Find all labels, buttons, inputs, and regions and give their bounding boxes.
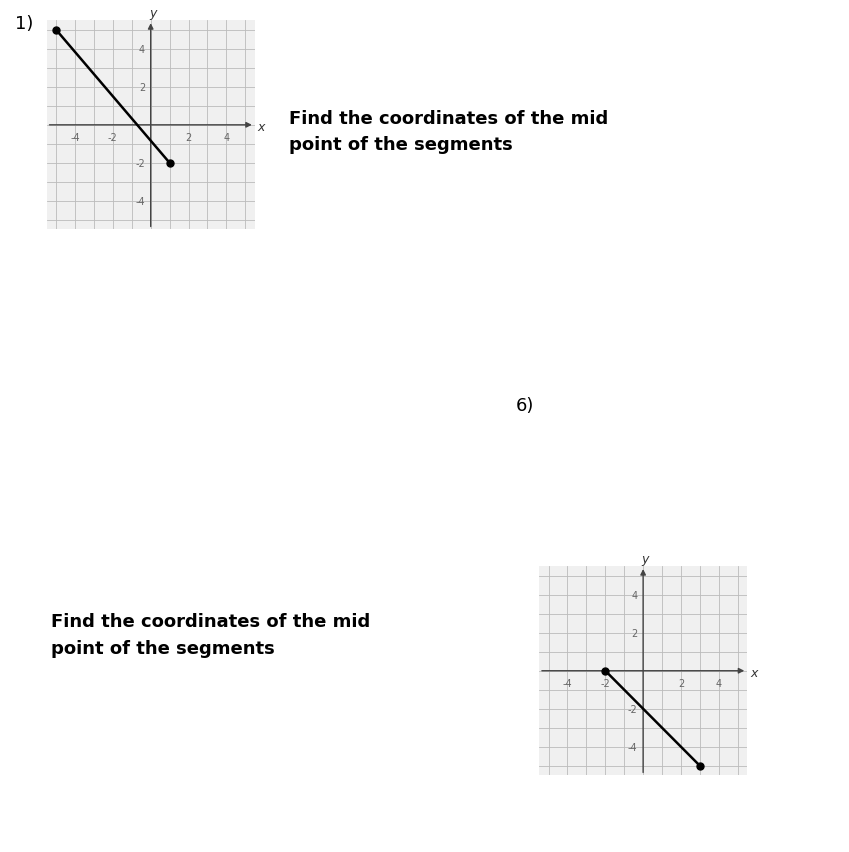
Text: 2: 2 xyxy=(678,678,684,688)
Text: -2: -2 xyxy=(627,704,638,714)
Text: -2: -2 xyxy=(108,133,118,143)
Text: 4: 4 xyxy=(716,678,722,688)
Text: 6): 6) xyxy=(516,396,535,414)
Text: -2: -2 xyxy=(600,678,610,688)
Text: 2: 2 xyxy=(631,628,638,638)
Text: y: y xyxy=(149,8,157,20)
Text: Find the coordinates of the mid
point of the segments: Find the coordinates of the mid point of… xyxy=(51,613,370,657)
Text: -4: -4 xyxy=(70,133,80,143)
Text: y: y xyxy=(642,553,649,566)
Text: -2: -2 xyxy=(135,158,145,169)
Text: 2: 2 xyxy=(185,133,192,143)
Text: 1): 1) xyxy=(15,15,34,33)
Text: 2: 2 xyxy=(138,83,145,93)
Text: 4: 4 xyxy=(632,590,638,600)
Text: x: x xyxy=(257,121,265,134)
Text: 4: 4 xyxy=(139,45,145,55)
Text: 4: 4 xyxy=(223,133,229,143)
Text: Find the coordinates of the mid
point of the segments: Find the coordinates of the mid point of… xyxy=(289,110,608,154)
Text: -4: -4 xyxy=(563,678,572,688)
Text: -4: -4 xyxy=(627,742,638,751)
Text: x: x xyxy=(750,666,757,679)
Text: -4: -4 xyxy=(135,197,145,206)
